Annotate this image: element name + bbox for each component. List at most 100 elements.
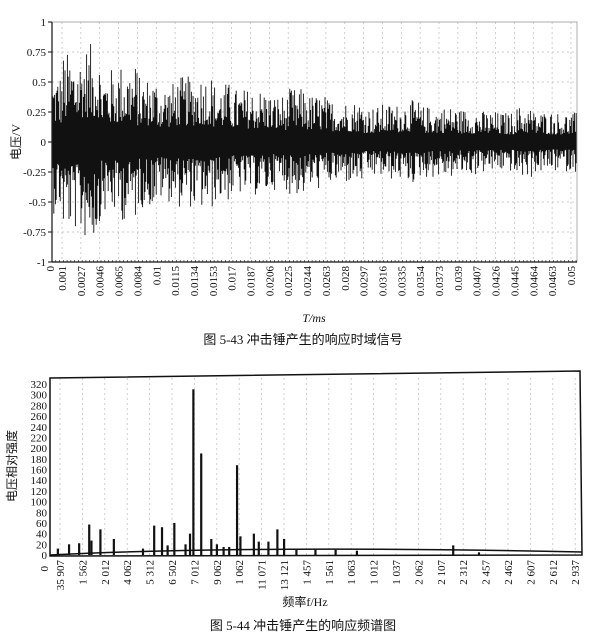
x-tick-label: 0.0115 (170, 266, 182, 296)
x-axis-label: T/ms (302, 311, 326, 325)
x-tick-label: 2 062 (413, 560, 425, 585)
y-tick-label: 120 (31, 486, 48, 498)
spectrum-peak (200, 453, 203, 555)
spectrum-peak (56, 548, 59, 555)
x-tick-label: 0.0065 (114, 266, 126, 297)
x-tick-label: 1 457 (301, 560, 313, 585)
y-tick-label: 60 (36, 518, 48, 530)
x-tick-label: 2 612 (548, 560, 560, 585)
x-tick-label: 0.0027 (76, 266, 88, 297)
x-tick-labels: 35 907 1 562 2 012 4 062 5 312 6 502 7 012 9 06… (55, 560, 582, 591)
x-tick-label: 35 907 (55, 560, 67, 591)
x-tick-label: 0.0335 (396, 266, 408, 297)
spectrum-peak (222, 546, 225, 555)
y-tick-label: 100 (31, 497, 48, 509)
x-tick-label: 4 062 (122, 560, 134, 585)
spectrum-peak (295, 549, 298, 555)
x-tick-label: 0.039 (453, 266, 465, 291)
x-tick-label: 0.0263 (321, 266, 333, 297)
x-tick-label: 0.0046 (95, 266, 107, 297)
signal-trace (52, 44, 577, 236)
x-tick-label: 6 502 (167, 560, 179, 585)
y-tick-labels: 1 0.75 0.5 0.25 0 -0.25 -0.5 -0.75 -1 (23, 17, 52, 269)
time-domain-chart: 10.750.50.250-0.25-0.5-0.75-1 0 0.001 0.00… (9, 17, 578, 347)
y-tick-label: 240 (31, 422, 48, 434)
x-tick-label: 0 (39, 566, 51, 572)
spectrum-peak (334, 549, 337, 555)
y-tick-label: -0.75 (23, 227, 46, 239)
spectrum-peak (228, 546, 231, 555)
x-tick-label: 0.0373 (434, 266, 446, 297)
spectrum-peak (192, 389, 195, 555)
x-tick-label: 11 071 (257, 560, 269, 590)
spectrum-peak (210, 538, 213, 555)
y-tick-label: 180 (31, 454, 48, 466)
y-tick-labels: 3203002802602402202001801601401201008060… (31, 379, 48, 562)
x-tick-label: 0.01 (151, 266, 163, 285)
spectrum-peak (355, 550, 358, 555)
x-tick-label: 2 012 (100, 560, 112, 585)
spectrum-peak (88, 524, 91, 555)
x-tick-label: 0.0134 (189, 266, 201, 297)
signal-line (52, 44, 577, 236)
x-tick-label: 2 107 (436, 560, 448, 585)
x-tick-label: 1 561 (324, 560, 336, 585)
x-tick-label: 0.0297 (359, 266, 371, 297)
spectrum-peak (153, 525, 156, 555)
x-tick-label: 0.0354 (415, 266, 427, 297)
y-tick-label: 80 (36, 507, 48, 519)
y-tick-label: 0 (42, 550, 48, 562)
x-tick-label: 0.0206 (264, 266, 276, 297)
spectrum-peak (314, 549, 317, 555)
x-tick-label: 1 062 (234, 560, 246, 585)
x-tick-label: 0.0084 (132, 266, 144, 297)
y-tick-label: 1 (41, 17, 47, 29)
spectrum-peak (276, 529, 279, 555)
spectrum-peak (188, 533, 192, 555)
spectrum-peak (78, 543, 81, 555)
y-tick-label: 320 (31, 379, 48, 391)
y-tick-label: 0 (41, 137, 47, 149)
x-tick-label: 1 562 (77, 560, 89, 585)
y-tick-label: 200 (31, 443, 48, 455)
x-tick-label: 1 037 (391, 560, 403, 585)
spectrum-peak (112, 538, 115, 555)
x-tick-label: 0.0445 (509, 266, 521, 297)
x-tick-label: 0.028 (340, 266, 352, 291)
x-tick-label: 0.001 (57, 266, 69, 291)
spectrum-peak (184, 544, 187, 555)
spectrum-peak (90, 540, 93, 555)
x-tick-label: 2 607 (525, 560, 537, 585)
x-tick-label: 0.0463 (547, 266, 559, 297)
x-tick-label: 0.017 (227, 266, 239, 291)
y-tick-label: 300 (31, 390, 48, 402)
spectrum-peaks (56, 389, 481, 555)
x-axis-label: 频率f/Hz (282, 594, 327, 609)
y-tick-label: 280 (31, 400, 48, 412)
x-tick-labels: 0 0.001 0.0027 0.0046 0.0065 0.0084 0.01 0.0115… (45, 260, 578, 296)
x-tick-label: 0.0464 (528, 266, 540, 297)
y-tick-label: 40 (36, 529, 48, 541)
y-tick-label: 220 (31, 432, 48, 444)
y-axis-label: 电压相对强度 (4, 430, 19, 502)
y-tick-label: 260 (31, 411, 48, 423)
spectrum-peak (252, 533, 255, 555)
x-tick-label: 0.0316 (377, 266, 389, 297)
x-tick-label: 7 012 (189, 560, 201, 585)
spectrum-peak (267, 541, 270, 555)
spectrum-peak (67, 544, 71, 555)
spectrum-peak (239, 536, 242, 555)
spectrum-peak (257, 541, 260, 555)
y-tick-label: 0.75 (27, 47, 47, 59)
y-tick-label: -0.25 (23, 167, 46, 179)
x-tick-label: 2 462 (503, 560, 515, 585)
y-tick-label: 20 (36, 539, 48, 551)
figure-caption: 图 5-44 冲击锤产生的响应频谱图 (210, 618, 396, 633)
x-tick-label: 13 121 (279, 560, 291, 590)
plot-frame (49, 370, 583, 557)
y-tick-label: 160 (31, 465, 48, 477)
x-tick-label: 0.0426 (491, 266, 503, 297)
x-tick-label: 0.0187 (246, 266, 258, 297)
spectrum-peak (235, 465, 239, 555)
